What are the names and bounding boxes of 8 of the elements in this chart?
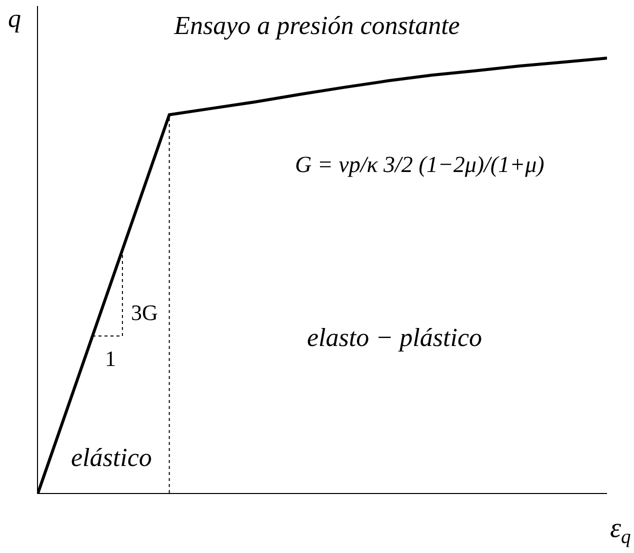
annotation: G = νp/κ 3/2 (1−2μ)/(1+μ) xyxy=(295,152,544,177)
y-axis-title: q xyxy=(8,4,21,33)
annotation: 1 xyxy=(105,346,116,371)
chart-title: Ensayo a presión constante xyxy=(173,10,460,40)
annotation: elasto − plástico xyxy=(307,323,482,352)
x-axis-title: ε$_{q}$ xyxy=(610,513,632,548)
annotation: 3G xyxy=(131,300,158,325)
annotation: elástico xyxy=(71,443,152,472)
